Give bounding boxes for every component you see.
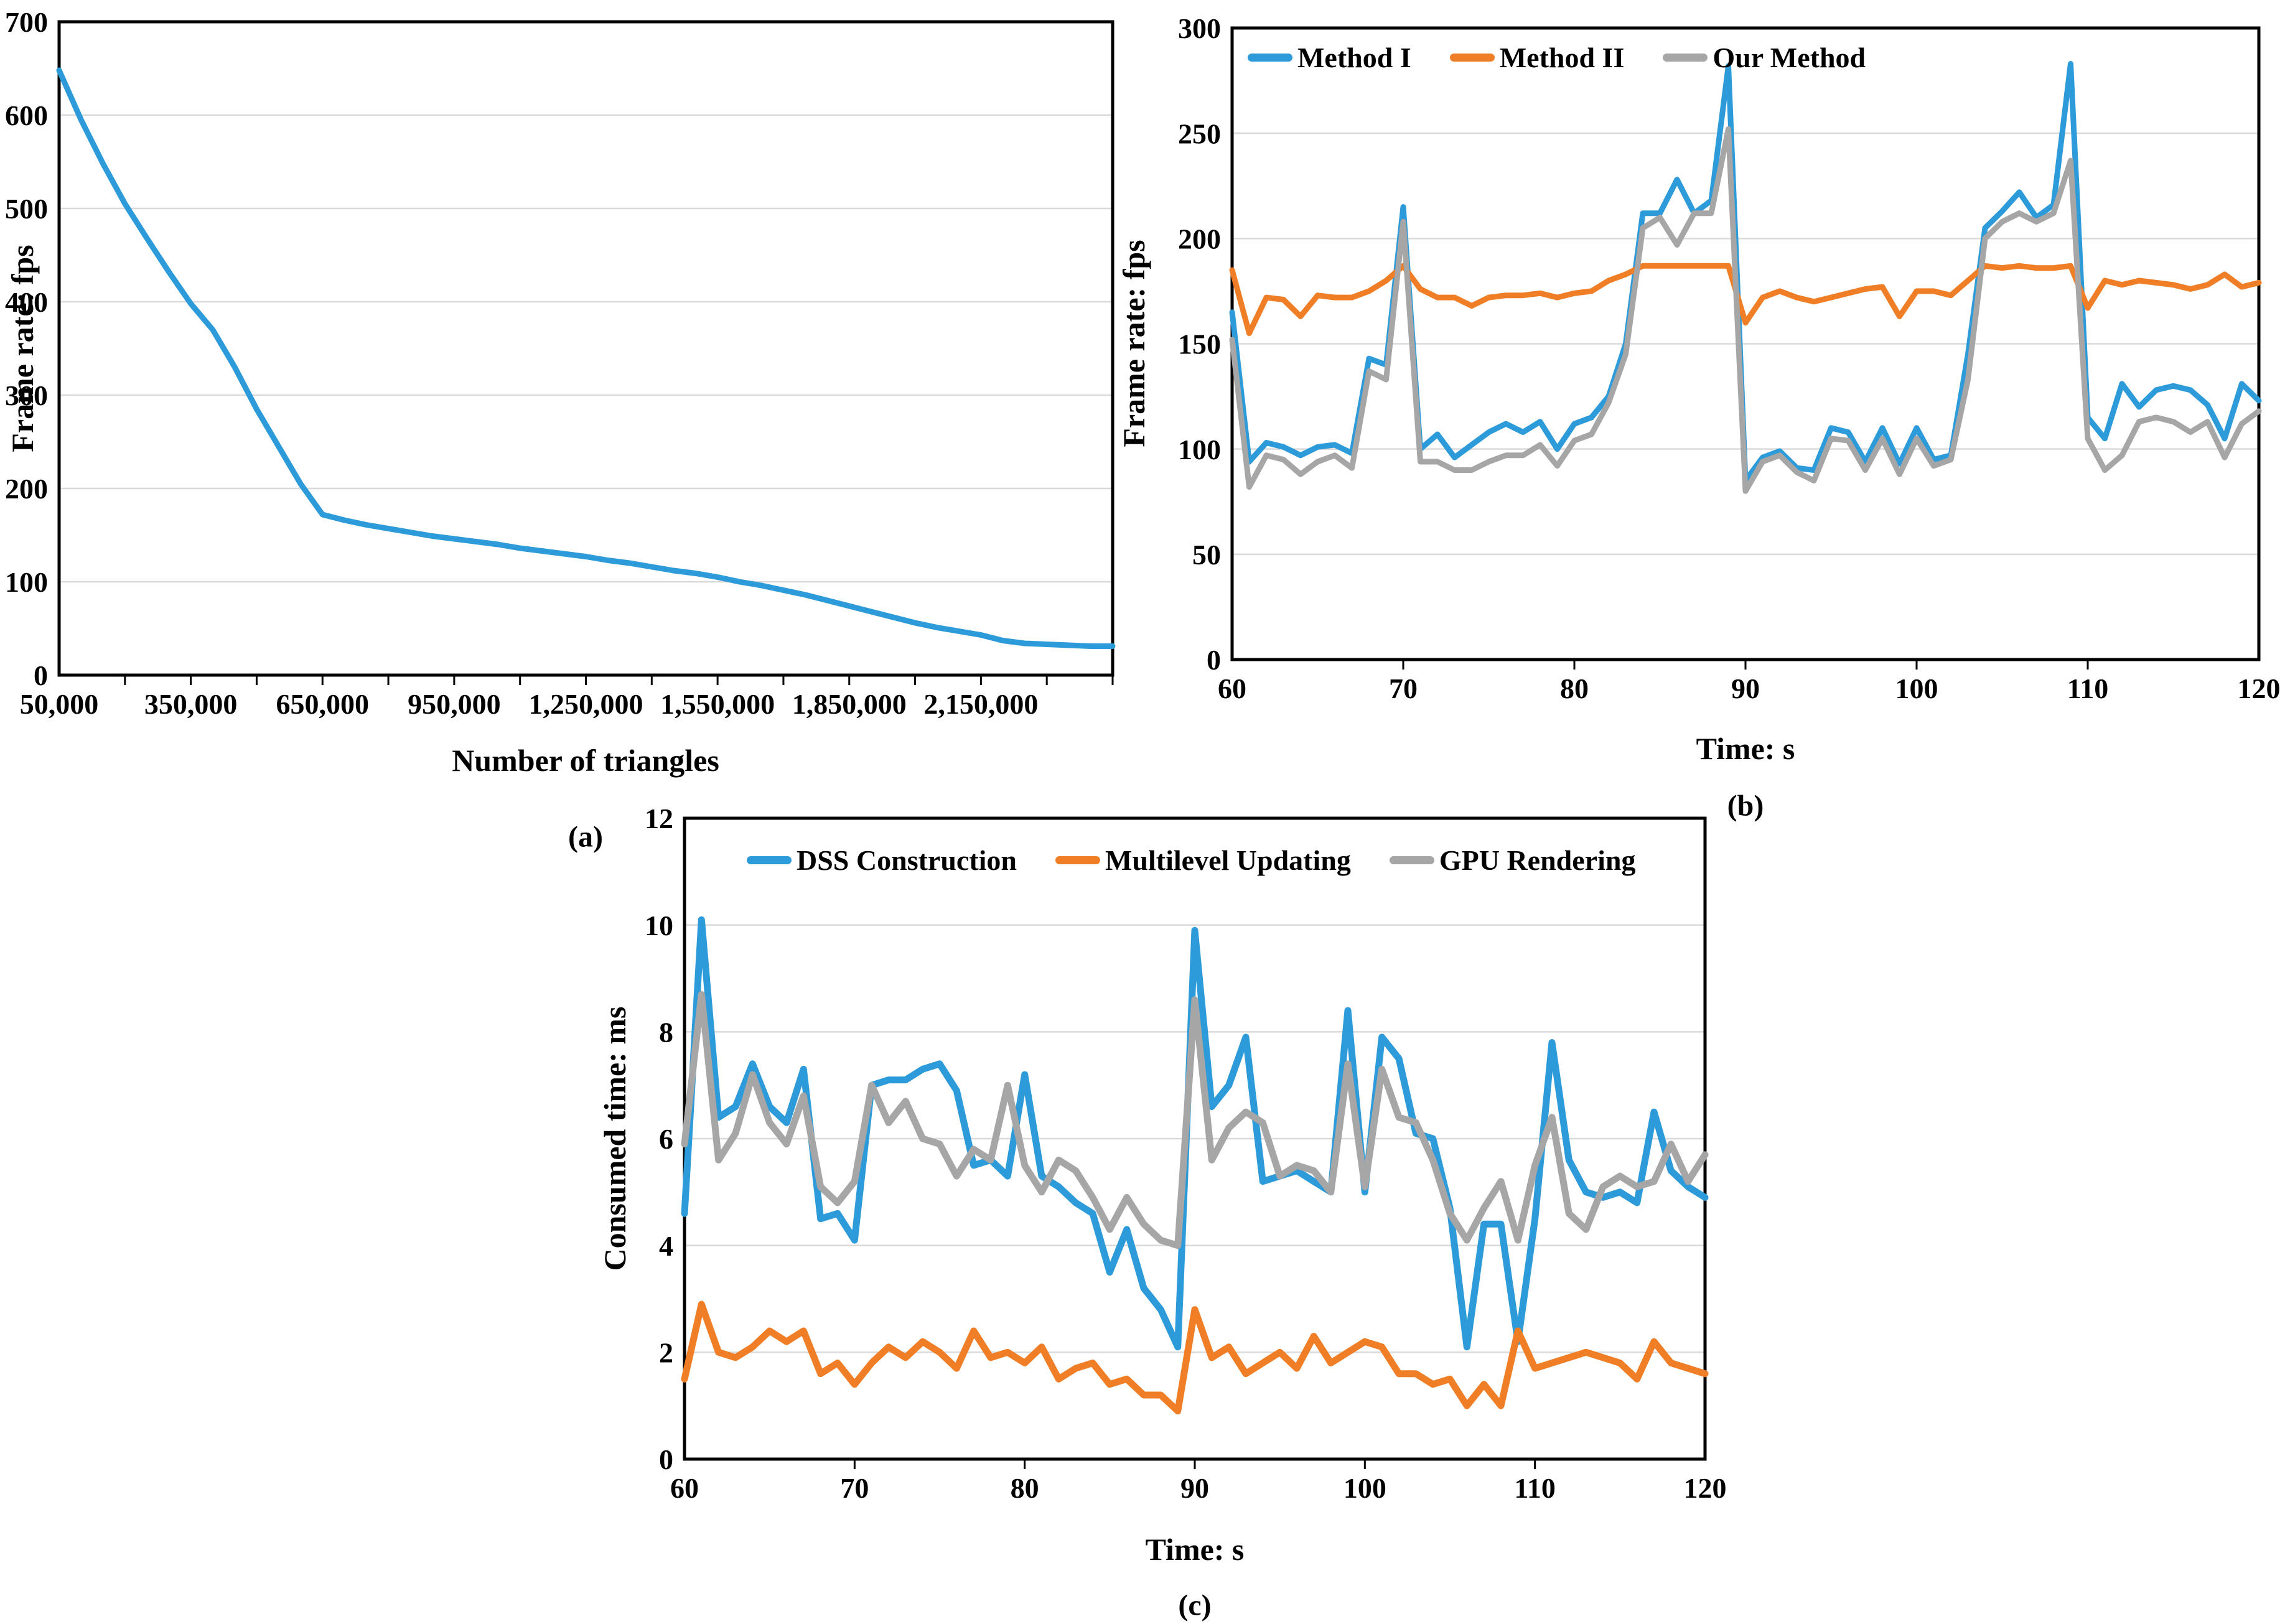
chart-b-y-axis-title: Frame rate: fps [1116, 240, 1151, 447]
y-tick-label: 600 [5, 100, 48, 131]
legend-item: Our Method [1663, 41, 1866, 74]
y-tick-label: 0 [1207, 644, 1221, 676]
x-tick-label: 1,850,000 [792, 688, 907, 720]
x-tick-label: 350,000 [144, 688, 238, 720]
y-tick-label: 0 [659, 1444, 673, 1475]
chart-b-caption: (b) [1727, 789, 1764, 823]
y-tick-label: 2 [659, 1337, 673, 1368]
legend-item: GPU Rendering [1389, 844, 1636, 877]
y-tick-label: 100 [1178, 434, 1221, 465]
chart-c-caption: (c) [1178, 1589, 1212, 1622]
legend-label: GPU Rendering [1439, 844, 1636, 876]
x-tick-label: 80 [1560, 673, 1589, 704]
x-tick-label: 80 [1011, 1472, 1039, 1504]
legend-swatch-icon [1389, 856, 1434, 864]
legend-label: Method I [1297, 42, 1411, 73]
x-tick-label: 100 [1895, 673, 1938, 704]
chart-b-plot: 0 50 100 150 200 250 300 60 70 80 90 100 110 120 [1178, 12, 2281, 704]
plot-border [57, 20, 1114, 677]
legend-label: DSS Construction [797, 844, 1017, 876]
y-tick-label: 250 [1178, 118, 1221, 149]
legend-b: Method I Method II Our Method [1248, 41, 1866, 74]
y-tick-label: 150 [1178, 329, 1221, 360]
series-line-method-i [1229, 61, 2262, 483]
x-tick-label: 1,550,000 [660, 688, 775, 720]
x-tick-label: 70 [840, 1472, 869, 1504]
legend-item: Method I [1248, 41, 1411, 74]
series-line-frame-rate [56, 67, 1116, 649]
series-line-our-method [1229, 126, 2262, 494]
series-line-gpu-rendering [681, 991, 1709, 1249]
chart-a-caption: (a) [568, 820, 603, 854]
legend-item: DSS Construction [747, 844, 1017, 877]
x-tick-label: 110 [1514, 1472, 1555, 1504]
series-line-method-ii [1229, 263, 2262, 337]
x-tick-label: 2,150,000 [923, 688, 1038, 720]
legend-item: Method II [1449, 41, 1625, 74]
y-tick-label: 8 [659, 1016, 673, 1048]
chart-a-plot: 0 100 200 300 400 500 600 700 50,000 350,000 650,0… [5, 6, 1116, 720]
legend-swatch-icon [1449, 54, 1495, 62]
legend-swatch-icon [1055, 856, 1101, 864]
x-tick-label: 1,250,000 [529, 688, 643, 720]
y-tick-label: 4 [659, 1230, 673, 1262]
x-tick-label: 100 [1343, 1472, 1386, 1504]
y-tick-label: 300 [1178, 12, 1221, 44]
y-tick-label: 400 [5, 286, 48, 318]
x-tick-label: 120 [2238, 673, 2281, 704]
chart-c-y-axis-title: Consumed time: ms [597, 1006, 632, 1271]
chart-b-x-axis-title: Time: s [1696, 731, 1795, 766]
series-line-multilevel-updating [681, 1300, 1709, 1415]
x-tick-label: 50,000 [20, 688, 99, 720]
x-tick-label: 650,000 [276, 688, 370, 720]
y-tick-label: 700 [5, 6, 48, 38]
y-tick-label: 12 [645, 803, 673, 834]
chart-c-x-axis-title: Time: s [1145, 1532, 1245, 1567]
y-tick-label: 500 [5, 193, 48, 225]
legend-swatch-icon [1248, 54, 1292, 62]
legend-label: Multilevel Updating [1105, 844, 1351, 876]
x-tick-label: 90 [1180, 1472, 1209, 1504]
y-tick-label: 100 [5, 566, 48, 598]
y-tick-label: 200 [1178, 223, 1221, 254]
legend-swatch-icon [1663, 54, 1708, 62]
legend-c: DSS Construction Multilevel Updating GPU R… [747, 844, 1635, 877]
x-tick-label: 70 [1389, 673, 1418, 704]
x-tick-label: 120 [1684, 1472, 1727, 1504]
chart-a-x-axis-title: Number of triangles [452, 743, 719, 778]
y-tick-label: 50 [1192, 539, 1221, 571]
y-tick-label: 200 [5, 473, 48, 505]
y-tick-label: 6 [659, 1123, 673, 1155]
x-tick-label: 60 [1218, 673, 1246, 704]
series-line-dss-construction [681, 916, 1709, 1351]
x-tick-label: 90 [1731, 673, 1760, 704]
x-tick-label: 110 [2067, 673, 2108, 704]
chart-a-y-axis-title: Frame rate: fps [5, 245, 40, 452]
x-tick-label: 950,000 [408, 688, 501, 720]
chart-c-plot: 0 2 4 6 8 10 12 60 70 80 90 100 110 120 [645, 803, 1727, 1504]
y-tick-label: 10 [645, 910, 673, 941]
legend-swatch-icon [747, 856, 792, 864]
x-tick-label: 60 [670, 1472, 699, 1504]
legend-label: Method II [1499, 42, 1625, 73]
y-tick-label: 300 [5, 380, 48, 411]
legend-label: Our Method [1713, 42, 1866, 73]
y-tick-label: 0 [34, 660, 48, 691]
legend-item: Multilevel Updating [1055, 844, 1351, 877]
